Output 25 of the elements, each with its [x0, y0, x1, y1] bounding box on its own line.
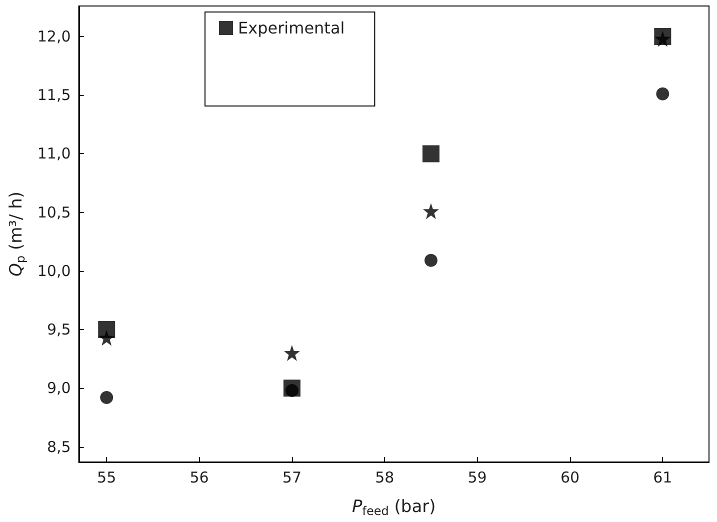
- point: [422, 145, 440, 162]
- x-tick-label: 57: [282, 468, 302, 486]
- x-tick-label: 60: [560, 468, 580, 486]
- x-tick-label: 58: [375, 468, 394, 486]
- point: [422, 203, 439, 220]
- y-tick-label: 9,0: [46, 379, 71, 398]
- y-tick-label: 12,0: [37, 27, 71, 46]
- y-axis-title: Qp (m³/ h): [6, 192, 28, 276]
- y-tick-label: 10,0: [37, 262, 71, 280]
- point: [424, 254, 438, 267]
- point: [656, 87, 670, 100]
- y-tick-label: 9,5: [46, 320, 71, 339]
- y-tick-label: 10,5: [37, 203, 71, 222]
- point: [654, 30, 671, 47]
- x-tick-label: 59: [468, 468, 487, 486]
- y-tick-label: 11,5: [37, 86, 71, 104]
- point: [284, 344, 300, 361]
- x-tick-label: 55: [97, 468, 116, 486]
- y-tick-label: 8,5: [46, 438, 71, 456]
- legend-label: Experimental: [238, 18, 345, 38]
- y-tick-label: 11,0: [37, 144, 71, 163]
- point: [98, 330, 115, 346]
- point: [100, 391, 114, 404]
- x-tick-label: 56: [190, 468, 209, 486]
- x-tick-label: 61: [653, 468, 672, 486]
